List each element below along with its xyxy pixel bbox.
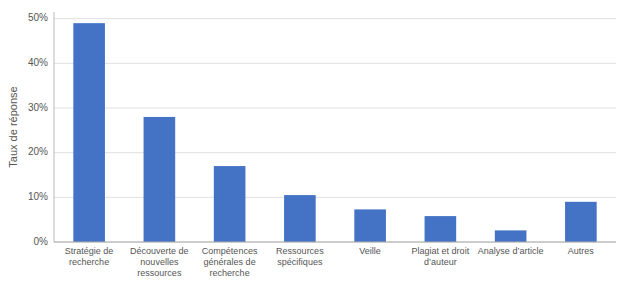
bar [565, 202, 597, 242]
bar [425, 216, 457, 242]
y-tick-label: 40% [28, 57, 48, 68]
x-tick-label: Compétencesgénérales derecherche [202, 246, 258, 278]
bar [354, 209, 386, 242]
x-tick-label: Autres [568, 246, 595, 256]
chart: 0% 10% 20% 30% 40% 50% Taux de réponse Stratégi… [0, 0, 626, 300]
x-tick-label: Veille [359, 246, 381, 256]
grid-line [54, 242, 616, 243]
y-axis-label: Taux de réponse [7, 86, 19, 167]
y-axis-line [54, 12, 55, 242]
x-tick-label: Plagiat et droitd’auteur [412, 246, 470, 267]
grid [54, 19, 616, 242]
x-axis-line [54, 242, 616, 243]
x-tick-label: Découverte denouvellesressources [130, 246, 189, 278]
bars [73, 23, 596, 242]
y-tick-label: 20% [28, 146, 48, 157]
x-tick-label: Analyse d’article [478, 246, 544, 256]
grid-line [54, 197, 616, 198]
y-tick-label: 50% [28, 12, 48, 23]
y-tick-label: 30% [28, 102, 48, 113]
y-tick-label: 10% [28, 191, 48, 202]
bar [214, 166, 246, 242]
bar [495, 230, 527, 242]
y-tick-label: 0% [34, 236, 49, 247]
bar [73, 23, 105, 242]
x-tick-label: Ressourcesspécifiques [276, 246, 324, 267]
grid-line [54, 152, 616, 153]
y-axis: 0% 10% 20% 30% 40% 50% [28, 12, 48, 246]
grid-line [54, 63, 616, 64]
bar [144, 117, 176, 242]
grid-line [54, 18, 616, 19]
bar [284, 195, 316, 242]
x-tick-label: Stratégie derecherche [65, 246, 114, 267]
grid-line [54, 108, 616, 109]
x-axis: Stratégie derecherche Découverte denouvel… [65, 246, 595, 278]
